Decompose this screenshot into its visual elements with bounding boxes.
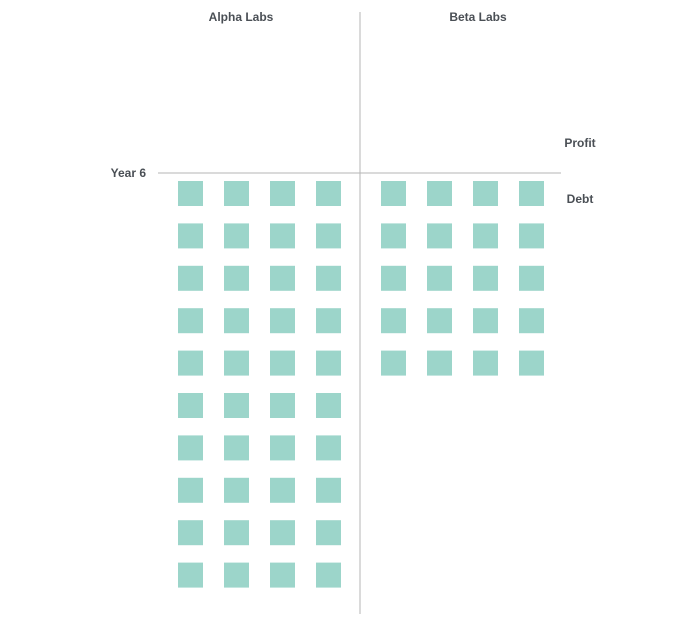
unit-square-alpha-labs-debt xyxy=(316,562,341,588)
category-label-beta-labs: Beta Labs xyxy=(449,10,507,24)
unit-square-beta-labs-debt xyxy=(473,265,498,291)
unit-square-beta-labs-debt xyxy=(519,350,544,376)
unit-square-alpha-labs-debt xyxy=(270,520,295,546)
unit-square-beta-labs-debt xyxy=(473,181,498,206)
profit-label: Profit xyxy=(564,136,595,150)
unit-square-beta-labs-debt xyxy=(427,223,452,249)
unit-square-beta-labs-debt xyxy=(427,265,452,291)
unit-square-beta-labs-debt xyxy=(519,181,544,206)
unit-square-alpha-labs-debt xyxy=(270,393,295,418)
unit-square-alpha-labs-debt xyxy=(224,520,249,546)
unit-square-alpha-labs-debt xyxy=(178,308,203,334)
unit-square-beta-labs-debt xyxy=(381,265,406,291)
unit-square-alpha-labs-debt xyxy=(316,393,341,418)
unit-square-alpha-labs-debt xyxy=(316,181,341,206)
unit-square-beta-labs-debt xyxy=(519,308,544,334)
unit-square-beta-labs-debt xyxy=(427,308,452,334)
unit-square-alpha-labs-debt xyxy=(316,435,341,461)
unit-square-beta-labs-debt xyxy=(473,350,498,376)
unit-square-beta-labs-debt xyxy=(381,181,406,206)
unit-square-alpha-labs-debt xyxy=(178,435,203,461)
unit-square-alpha-labs-debt xyxy=(224,435,249,461)
unit-square-alpha-labs-debt xyxy=(316,477,341,503)
unit-square-alpha-labs-debt xyxy=(270,350,295,376)
unit-square-alpha-labs-debt xyxy=(270,265,295,291)
unit-square-alpha-labs-debt xyxy=(178,520,203,546)
unit-square-alpha-labs-debt xyxy=(224,393,249,418)
unit-square-alpha-labs-debt xyxy=(178,393,203,418)
unit-square-beta-labs-debt xyxy=(381,223,406,249)
unit-square-alpha-labs-debt xyxy=(224,477,249,503)
unit-square-beta-labs-debt xyxy=(519,223,544,249)
unit-square-alpha-labs-debt xyxy=(178,223,203,249)
unit-square-alpha-labs-debt xyxy=(270,308,295,334)
unit-square-alpha-labs-debt xyxy=(270,181,295,206)
unit-square-alpha-labs-debt xyxy=(224,223,249,249)
unit-square-beta-labs-debt xyxy=(381,308,406,334)
unit-square-beta-labs-debt xyxy=(427,350,452,376)
unit-square-beta-labs-debt xyxy=(427,181,452,206)
unit-square-alpha-labs-debt xyxy=(270,562,295,588)
unit-square-beta-labs-debt xyxy=(473,223,498,249)
unit-square-beta-labs-debt xyxy=(473,308,498,334)
unit-square-alpha-labs-debt xyxy=(270,223,295,249)
unit-square-alpha-labs-debt xyxy=(316,265,341,291)
unit-square-beta-labs-debt xyxy=(381,350,406,376)
unit-square-alpha-labs-debt xyxy=(270,435,295,461)
unit-square-alpha-labs-debt xyxy=(224,350,249,376)
unit-square-alpha-labs-debt xyxy=(316,223,341,249)
unit-square-beta-labs-debt xyxy=(519,265,544,291)
row-label-year: Year 6 xyxy=(111,166,147,180)
unit-square-alpha-labs-debt xyxy=(178,562,203,588)
unit-square-alpha-labs-debt xyxy=(316,350,341,376)
unit-square-alpha-labs-debt xyxy=(224,265,249,291)
unit-square-alpha-labs-debt xyxy=(224,181,249,206)
unit-square-alpha-labs-debt xyxy=(178,350,203,376)
debt-label: Debt xyxy=(567,192,594,206)
unit-square-alpha-labs-debt xyxy=(178,477,203,503)
unit-square-alpha-labs-debt xyxy=(224,308,249,334)
unit-square-alpha-labs-debt xyxy=(224,562,249,588)
unit-square-alpha-labs-debt xyxy=(178,181,203,206)
unit-square-alpha-labs-debt xyxy=(316,520,341,546)
unit-square-alpha-labs-debt xyxy=(178,265,203,291)
category-label-alpha-labs: Alpha Labs xyxy=(209,10,274,24)
unit-squares-group xyxy=(178,181,544,588)
unit-square-alpha-labs-debt xyxy=(316,308,341,334)
unit-square-alpha-labs-debt xyxy=(270,477,295,503)
